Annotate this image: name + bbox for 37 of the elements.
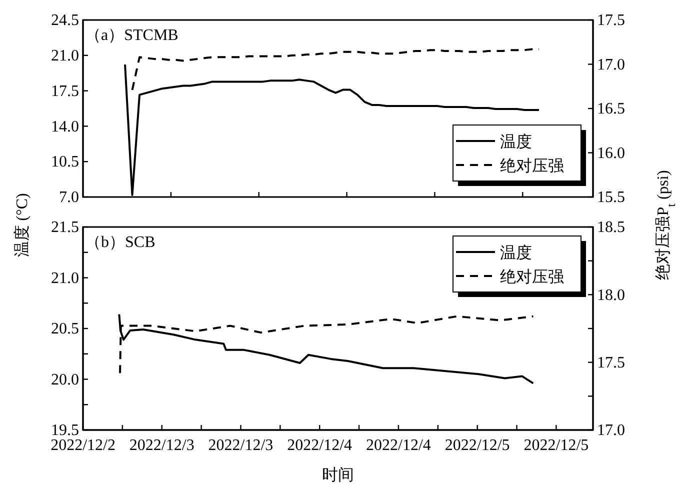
y-tick-label: 21.0 (51, 48, 79, 65)
chart-title: （b）SCB (85, 234, 156, 251)
legend-label: 绝对压强 (500, 157, 564, 175)
y-tick-label: 10.5 (51, 154, 79, 171)
line-series (131, 48, 540, 91)
y-tick-label: 17.5 (51, 82, 79, 100)
legend-label: 温度 (500, 133, 532, 151)
x-tick-label: 2022/12/3 (129, 437, 194, 454)
y-tick-label: 20.5 (51, 320, 79, 338)
x-tick-label: 2022/12/4 (366, 437, 431, 454)
x-axis-title: 时间 (322, 466, 354, 484)
y-axis-title: 温度 (°C) (13, 193, 31, 257)
x-tick-label: 2022/12/2 (50, 437, 116, 454)
y-tick-label: 21.0 (51, 270, 79, 287)
y2-tick-label: 16.5 (597, 100, 625, 118)
x-tick-label: 2022/12/5 (444, 437, 510, 454)
line-series (118, 313, 534, 384)
y-tick-label: 24.5 (51, 12, 79, 30)
y-tick-label: 7.0 (59, 189, 79, 206)
y2-tick-label: 18.0 (597, 286, 625, 304)
y2-tick-label: 18.5 (597, 219, 625, 236)
y-tick-label: 20.0 (51, 371, 79, 388)
y-tick-label: 19.5 (51, 422, 79, 440)
y2-tick-label: 16.0 (597, 144, 625, 162)
y2-tick-label: 15.5 (597, 189, 625, 206)
x-tick-label: 2022/12/5 (524, 437, 589, 454)
y-tick-label: 21.5 (51, 219, 79, 236)
chart-title: （a）STCMB (85, 27, 178, 44)
x-tick-label: 2022/12/3 (208, 437, 274, 454)
legend-label: 温度 (500, 244, 532, 262)
x-tick-label: 2022/12/4 (287, 437, 352, 454)
legend-label: 绝对压强 (500, 268, 564, 286)
y2-tick-label: 17.0 (597, 56, 625, 74)
y2-tick-label: 17.0 (597, 422, 625, 440)
y2-tick-label: 17.5 (597, 354, 625, 372)
y2-tick-label: 17.5 (597, 12, 625, 30)
y-tick-label: 14.0 (51, 118, 79, 136)
